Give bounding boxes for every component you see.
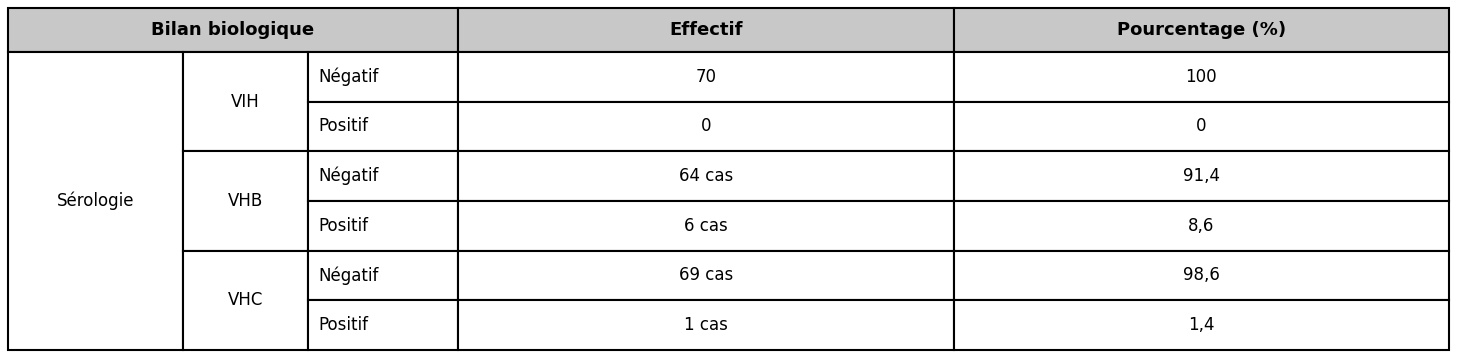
Bar <box>457 8 953 52</box>
Bar <box>184 52 307 151</box>
Text: Positif: Positif <box>318 316 369 334</box>
Bar <box>7 8 457 52</box>
Text: Pourcentage (%): Pourcentage (%) <box>1116 21 1287 39</box>
Bar <box>307 151 457 201</box>
Text: 100: 100 <box>1186 68 1217 86</box>
Bar <box>184 151 307 251</box>
Bar <box>953 52 1450 102</box>
Text: VHB: VHB <box>227 192 264 210</box>
Bar <box>457 251 953 300</box>
Text: Positif: Positif <box>318 217 369 235</box>
Bar <box>953 102 1450 151</box>
Text: VIH: VIH <box>232 93 259 111</box>
Bar <box>457 300 953 350</box>
Text: Négatif: Négatif <box>318 167 379 185</box>
Text: Sérologie: Sérologie <box>57 192 134 210</box>
Bar <box>307 201 457 251</box>
Text: 91,4: 91,4 <box>1183 167 1220 185</box>
Bar <box>953 300 1450 350</box>
Bar <box>953 8 1450 52</box>
Bar <box>307 251 457 300</box>
Text: 8,6: 8,6 <box>1187 217 1215 235</box>
Bar <box>457 52 953 102</box>
Text: 6 cas: 6 cas <box>683 217 727 235</box>
Text: Bilan biologique: Bilan biologique <box>152 21 315 39</box>
Text: Négatif: Négatif <box>318 266 379 285</box>
Text: Négatif: Négatif <box>318 68 379 86</box>
Text: 0: 0 <box>1196 117 1206 135</box>
Bar <box>953 201 1450 251</box>
Text: 69 cas: 69 cas <box>679 266 733 285</box>
Bar <box>457 151 953 201</box>
Text: Effectif: Effectif <box>669 21 743 39</box>
Bar <box>953 251 1450 300</box>
Bar <box>307 300 457 350</box>
Bar <box>184 251 307 350</box>
Text: 1 cas: 1 cas <box>683 316 727 334</box>
Bar <box>457 102 953 151</box>
Bar <box>7 52 184 350</box>
Bar <box>307 102 457 151</box>
Text: 70: 70 <box>695 68 717 86</box>
Bar <box>953 151 1450 201</box>
Text: 64 cas: 64 cas <box>679 167 733 185</box>
Bar <box>457 201 953 251</box>
Text: VHC: VHC <box>227 291 264 309</box>
Text: 98,6: 98,6 <box>1183 266 1220 285</box>
Text: Positif: Positif <box>318 117 369 135</box>
Text: 0: 0 <box>701 117 711 135</box>
Bar <box>307 52 457 102</box>
Text: 1,4: 1,4 <box>1187 316 1215 334</box>
